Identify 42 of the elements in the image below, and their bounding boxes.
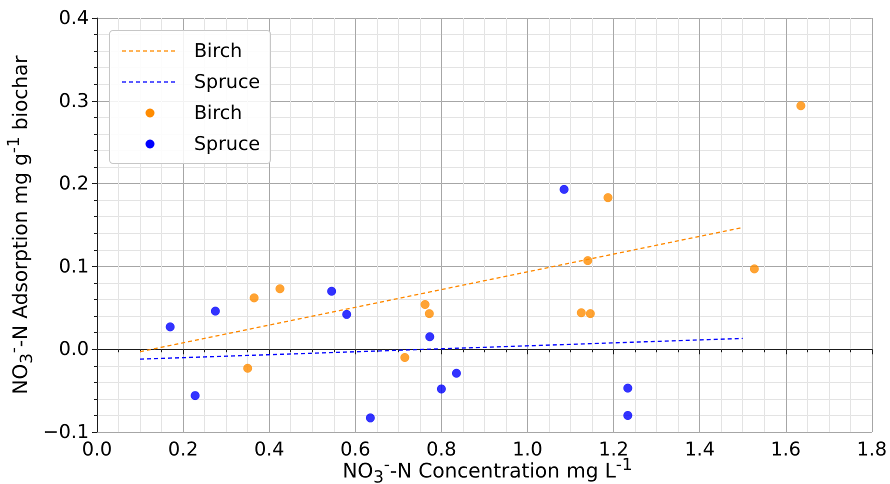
point	[452, 368, 461, 378]
point	[583, 256, 592, 266]
point	[796, 101, 806, 110]
point	[560, 184, 569, 194]
y-tick-label: 0.2	[58, 172, 89, 195]
x-tick-label: 0.2	[168, 438, 198, 460]
point	[604, 193, 612, 202]
point	[250, 293, 259, 302]
x-tick-label: 0.8	[426, 438, 457, 460]
legend-label: Spruce	[194, 132, 260, 154]
x-tick-label: 1.6	[770, 438, 801, 460]
point	[623, 410, 632, 420]
y-tick-label: 0.3	[58, 90, 89, 112]
point	[750, 264, 759, 274]
point	[420, 300, 430, 309]
point	[342, 310, 352, 319]
y-tick-label: 0.0	[58, 338, 89, 360]
point	[586, 309, 595, 318]
x-tick-label: 0.6	[340, 438, 370, 460]
point	[576, 308, 586, 318]
point	[623, 384, 632, 393]
x-tick-label: 0.0	[82, 438, 112, 460]
x-tick-label: 1.4	[684, 438, 715, 460]
point	[424, 309, 434, 318]
point	[210, 306, 220, 316]
legend-label: Spruce	[194, 70, 260, 92]
y-tick-label: 0.1	[58, 255, 89, 278]
point	[436, 384, 446, 394]
point	[400, 352, 410, 362]
point	[166, 322, 175, 332]
legend-label: Birch	[194, 40, 242, 62]
point	[425, 332, 434, 342]
legend-label: Birch	[194, 102, 242, 124]
x-tick-label: 1.0	[512, 438, 543, 460]
point	[190, 391, 200, 400]
point	[327, 286, 336, 296]
point	[243, 364, 252, 373]
x-tick-label: 1.8	[856, 438, 887, 460]
y-tick-label: 0.4	[58, 7, 89, 29]
point	[366, 413, 375, 422]
x-tick-label: 0.4	[254, 438, 284, 460]
point	[275, 284, 284, 294]
